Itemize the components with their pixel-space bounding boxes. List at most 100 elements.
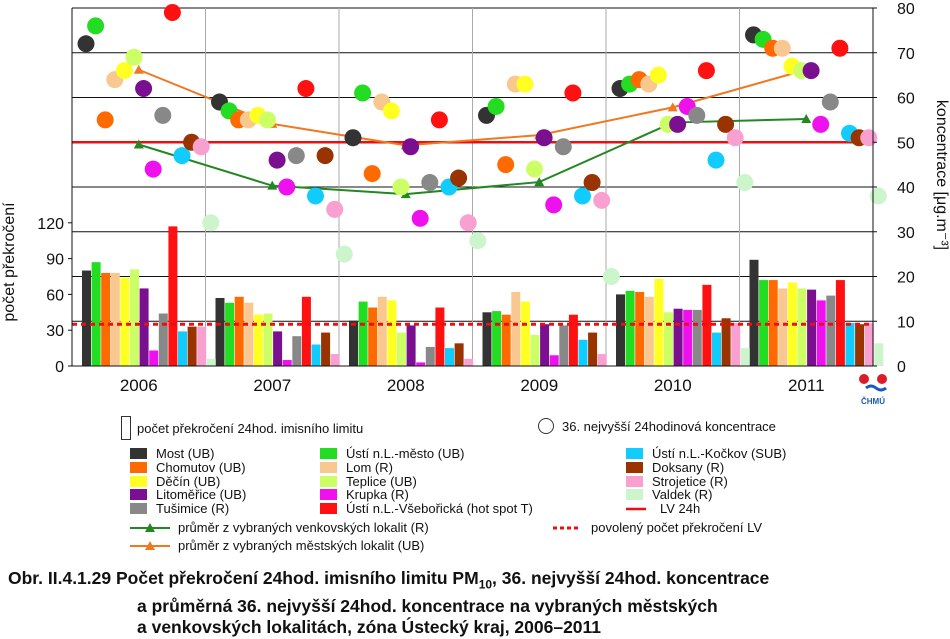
bar [397, 332, 406, 366]
average-marker [133, 139, 144, 149]
bar [206, 358, 216, 366]
chmu-logo: ČHMÚ [859, 374, 887, 406]
legend-swatch [626, 461, 643, 473]
left-tick-label: 90 [46, 252, 64, 269]
legend-swatch [626, 448, 643, 459]
limit-count-label: povolený počet překročení LV [591, 520, 763, 535]
left-tick-label: 0 [55, 359, 64, 376]
bar [120, 277, 130, 366]
bar [826, 295, 836, 366]
legend-label: Ústí n.L.-město (UB) [346, 446, 465, 461]
urban-line-label: průměr z vybraných městských lokalit (UB… [178, 538, 425, 553]
y-left-label: počet překročení [1, 202, 18, 322]
conc-circle [773, 39, 791, 57]
bar [654, 278, 664, 366]
conc-circle [697, 62, 715, 80]
conc-circle [802, 62, 820, 80]
left-tick-label: 30 [46, 323, 64, 340]
bar [91, 262, 101, 366]
legend-swatch [130, 461, 147, 473]
legend-label: Ústí n.L.-Všebořická (hot spot T) [346, 501, 533, 517]
conc-circle [135, 80, 153, 98]
bar [330, 354, 340, 366]
legend-urban-line: průměr z vybraných městských lokalit (UB… [130, 538, 424, 553]
caption-sub: 10 [478, 577, 493, 592]
category-label: 2010 [654, 376, 692, 395]
bar [549, 355, 559, 366]
right-tick-label: 40 [897, 180, 915, 197]
bar [759, 280, 769, 366]
legend-label: Valdek (R) [652, 487, 713, 503]
bar [712, 332, 721, 366]
legend-item: Lom (R) [320, 460, 393, 475]
right-tick-label: 30 [897, 225, 915, 242]
bar [178, 331, 187, 366]
conc-circle [402, 138, 420, 156]
circle-note-icon [538, 418, 554, 434]
category-label: 2011 [788, 376, 825, 395]
category-label: 2006 [120, 376, 158, 395]
conc-circle [421, 174, 439, 192]
bar [664, 312, 673, 366]
conc-circle [363, 165, 381, 183]
bar [540, 324, 550, 366]
bar [311, 344, 321, 366]
conc-circle [202, 214, 220, 232]
legend-rural-line: průměr z vybraných venkovských lokalit (… [130, 520, 429, 535]
conc-circle [354, 84, 372, 102]
conc-circle [382, 102, 400, 120]
bar-note-text: počet překročení 24hod. imisního limitu [137, 420, 364, 436]
legend-swatch [320, 503, 337, 515]
legend-label: Chomutov (UB) [156, 459, 246, 475]
bar [855, 324, 865, 366]
conc-circle [77, 35, 95, 53]
bar [282, 360, 292, 366]
bar [253, 314, 263, 366]
legend-swatch [130, 503, 147, 515]
conc-circle [487, 97, 505, 115]
right-tick-label: 70 [897, 46, 915, 63]
bar [597, 354, 607, 366]
conc-circle [287, 147, 305, 165]
left-tick-label: 120 [37, 216, 64, 233]
legend-label: Most (UB) [156, 446, 215, 461]
caption-line-2-text: a průměrná 36. nejvyšší 24hod. koncentra… [137, 595, 718, 616]
bar [82, 270, 91, 366]
bar [588, 332, 598, 366]
bar [692, 309, 702, 366]
legend-label: Doksany (R) [652, 459, 725, 475]
conc-circle [726, 129, 744, 147]
bar [740, 348, 750, 366]
bar [635, 292, 645, 366]
average-marker [267, 180, 278, 190]
legend-item: Valdek (R) [626, 487, 712, 502]
bar [464, 358, 474, 366]
category-label: 2008 [387, 376, 425, 395]
caption-line-3: a venkovských lokalitách, zóna Ústecký k… [8, 617, 769, 638]
y-right-label: koncentrace [μg.m⁻³] [933, 100, 950, 250]
bar [721, 318, 731, 366]
bar [197, 326, 207, 366]
conc-circle [669, 115, 687, 133]
category-label: 2007 [253, 376, 291, 395]
conc-circle [268, 151, 286, 169]
right-tick-label: 60 [897, 91, 915, 108]
conc-circle [344, 129, 362, 147]
right-tick-label: 20 [897, 270, 915, 287]
conc-circle [392, 178, 410, 196]
bar [673, 308, 683, 366]
conc-circle [297, 80, 315, 98]
legend-swatch [130, 489, 147, 501]
lv-label: LV 24h [660, 501, 701, 516]
bar [349, 320, 358, 366]
right-tick-label: 50 [897, 135, 915, 152]
legend-item: Děčín (UB) [130, 474, 220, 489]
average-marker [801, 113, 812, 123]
bar [187, 326, 197, 366]
bar [482, 312, 492, 366]
conc-circle [192, 138, 210, 156]
bars-layer [82, 226, 884, 366]
conc-circle [574, 187, 591, 205]
conc-circle [125, 48, 143, 66]
bar [644, 296, 654, 366]
